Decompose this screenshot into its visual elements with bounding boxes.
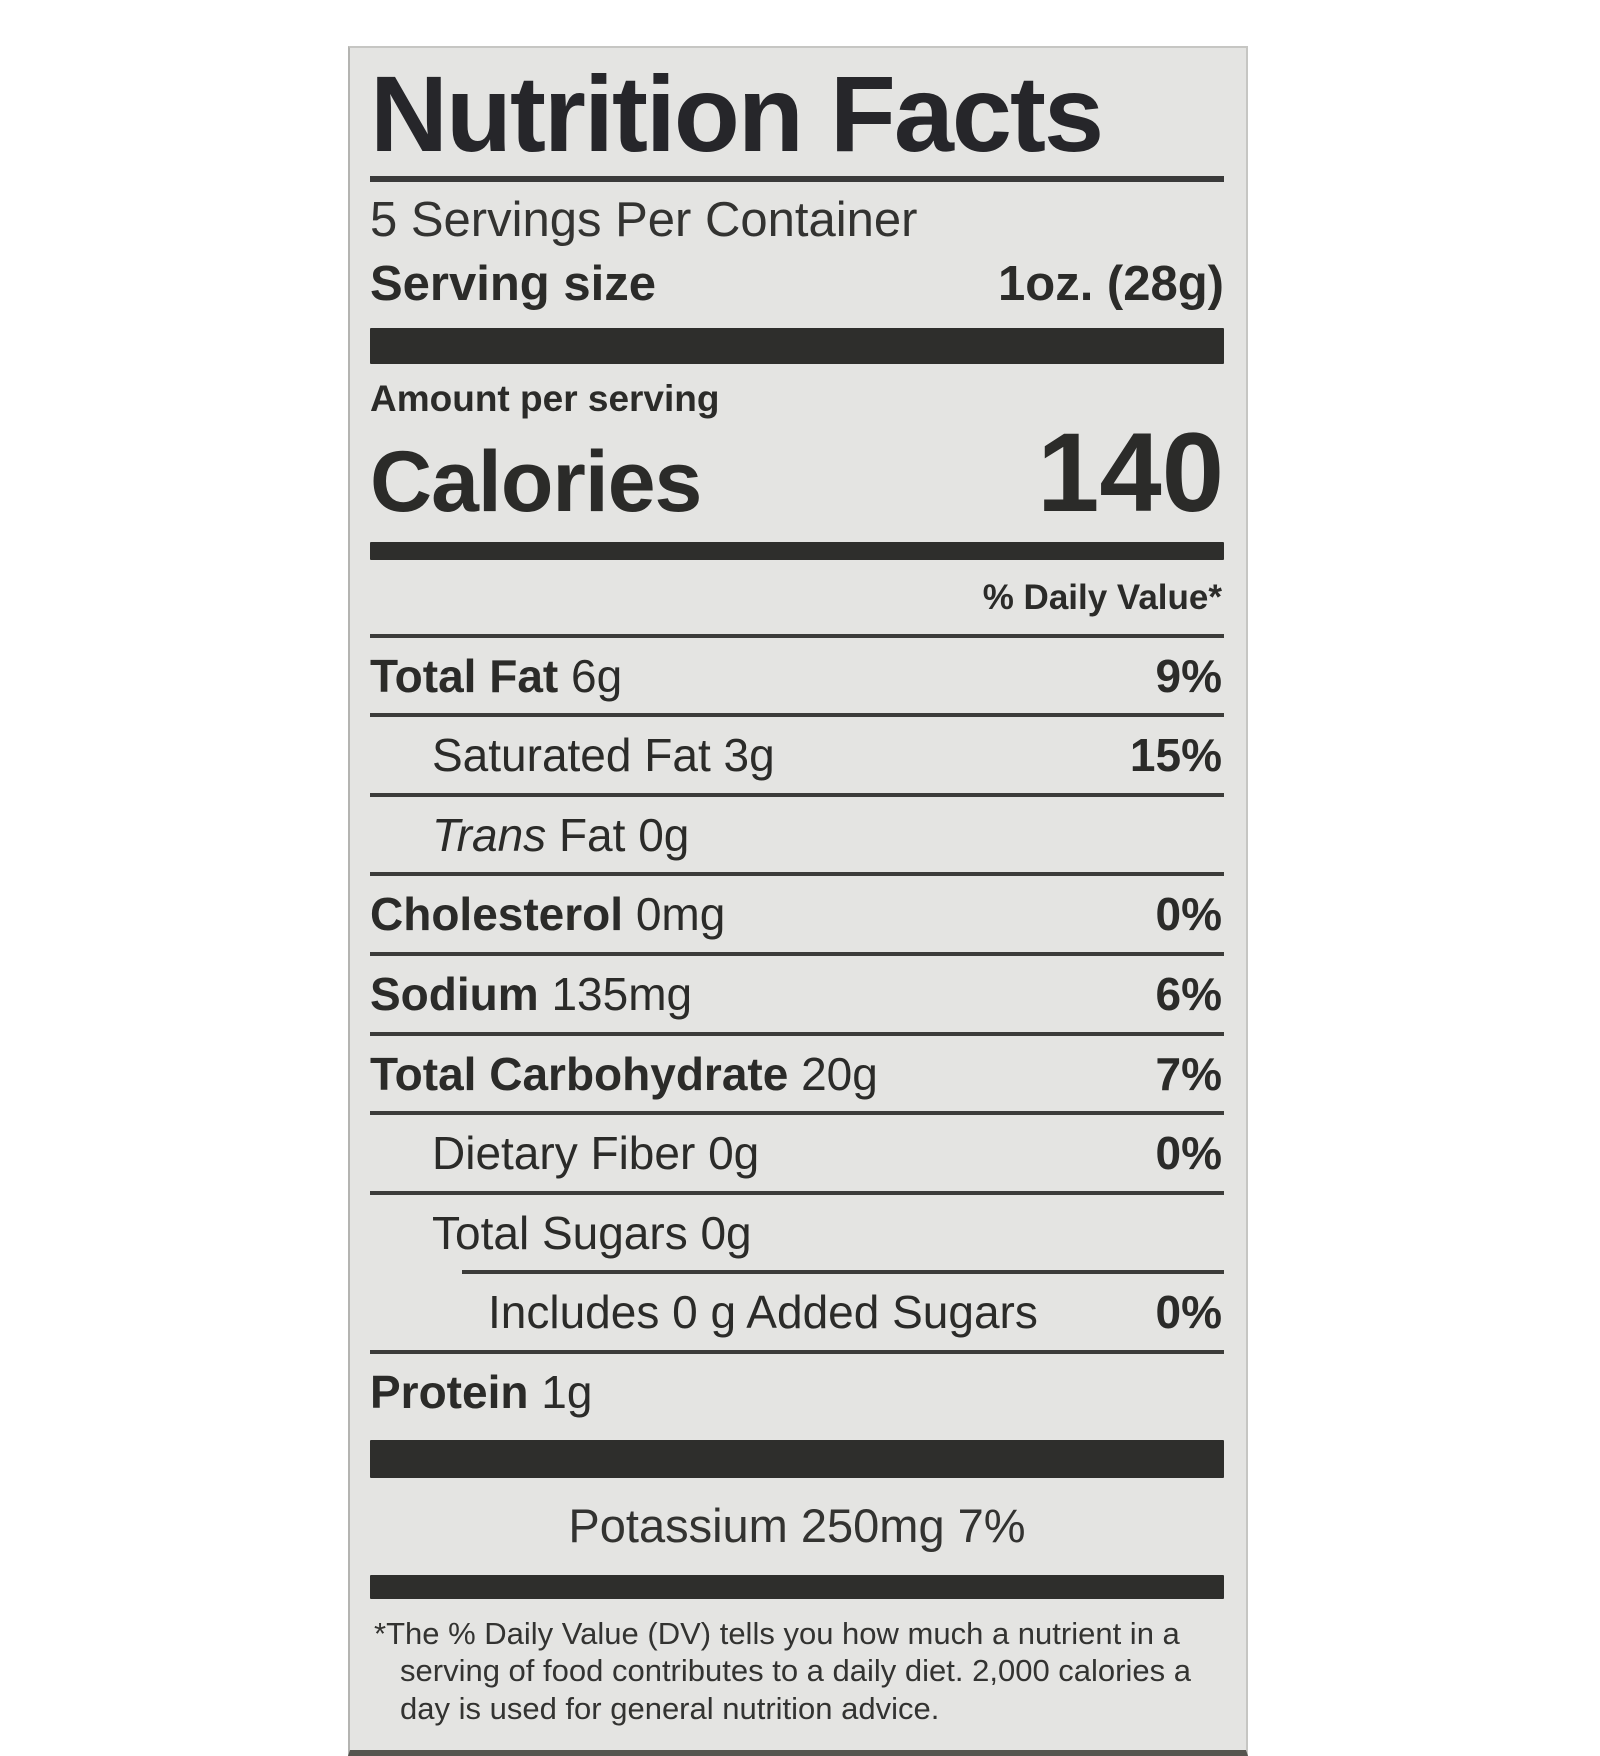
- nutrient-daily-value: 0%: [1155, 888, 1222, 941]
- calories-value: 140: [1037, 410, 1224, 536]
- nutrient-row-sodium: Sodium 135mg 6%: [370, 952, 1224, 1032]
- nutrient-name: Trans Fat 0g: [432, 808, 690, 861]
- nutrient-name: Sodium 135mg: [370, 968, 693, 1021]
- nutrient-row-trans-fat: Trans Fat 0g: [370, 792, 1224, 873]
- potassium-line: Potassium 250mg 7%: [568, 1498, 1026, 1552]
- nutrient-name: Includes 0 g Added Sugars: [488, 1286, 1038, 1339]
- nutrient-name: Saturated Fat 3g: [432, 729, 775, 782]
- section-divider-bar-top: [370, 328, 1224, 365]
- nutrient-row-added-sugars: Includes 0 g Added Sugars 0%: [370, 1274, 1224, 1350]
- nutrient-row-cholesterol: Cholesterol 0mg 0%: [370, 872, 1224, 952]
- nutrient-daily-value: 0%: [1155, 1127, 1222, 1180]
- nutrient-row-protein: Protein 1g: [370, 1349, 1224, 1430]
- nutrient-name: Protein 1g: [370, 1365, 593, 1418]
- calories-divider-bar: [370, 541, 1224, 560]
- nutrition-facts-label: Nutrition Facts 5 Servings Per Container…: [348, 46, 1248, 1756]
- nutrient-row-total-carbohydrate: Total Carbohydrate 20g 7%: [370, 1031, 1224, 1112]
- nutrient-row-saturated-fat: Saturated Fat 3g 15%: [370, 713, 1224, 793]
- nutrient-row-total-sugars: Total Sugars 0g: [370, 1190, 1224, 1271]
- section-divider-bar-bottom: [370, 1574, 1224, 1599]
- nutrient-name: Total Sugars 0g: [432, 1206, 752, 1259]
- page-background: Nutrition Facts 5 Servings Per Container…: [348, 46, 1248, 1756]
- nutrition-facts-title: Nutrition Facts: [370, 53, 1104, 174]
- nutrient-daily-value: 9%: [1155, 649, 1222, 702]
- serving-size-row: Serving size 1oz. (28g): [370, 256, 1224, 312]
- nutrient-daily-value: 6%: [1155, 968, 1222, 1021]
- nutrient-name: Total Carbohydrate 20g: [370, 1047, 878, 1100]
- nutrient-row-dietary-fiber: Dietary Fiber 0g 0%: [370, 1111, 1224, 1191]
- amount-per-serving-label: Amount per serving: [370, 378, 720, 420]
- serving-size-label: Serving size: [370, 257, 656, 312]
- nutrient-name: Cholesterol 0mg: [370, 888, 726, 941]
- daily-value-header: % Daily Value*: [370, 560, 1224, 638]
- calories-label: Calories: [370, 434, 702, 531]
- nutrient-daily-value: 7%: [1155, 1047, 1222, 1100]
- daily-value-footnote: *The % Daily Value (DV) tells you how mu…: [374, 1615, 1191, 1727]
- added-sugars-partial-divider: [462, 1270, 1224, 1275]
- title-divider: [370, 176, 1224, 182]
- section-divider-bar-middle: [370, 1439, 1224, 1478]
- nutrient-rows: Total Fat 6g 9% Saturated Fat 3g 15% Tra…: [370, 638, 1224, 1430]
- nutrient-daily-value: 15%: [1129, 729, 1222, 782]
- calories-row: Calories 140: [370, 410, 1224, 536]
- nutrient-row-total-fat: Total Fat 6g 9%: [370, 638, 1224, 714]
- servings-per-container: 5 Servings Per Container: [370, 193, 918, 247]
- nutrient-daily-value: 0%: [1155, 1286, 1222, 1339]
- serving-size-value: 1oz. (28g): [998, 257, 1224, 312]
- nutrient-name: Total Fat 6g: [370, 649, 623, 702]
- nutrient-name: Dietary Fiber 0g: [432, 1127, 760, 1180]
